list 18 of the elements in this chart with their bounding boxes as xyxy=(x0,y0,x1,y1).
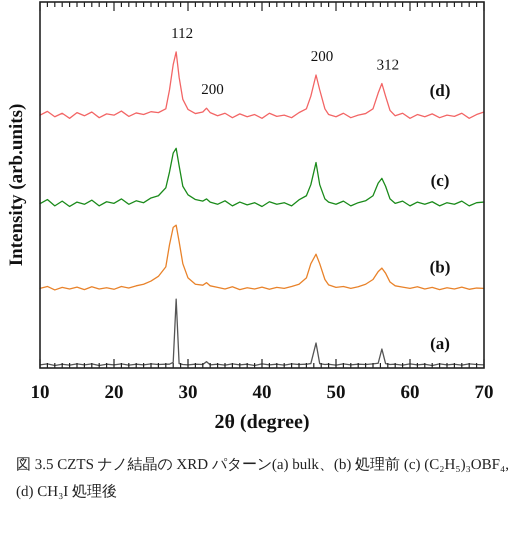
series-label: (b) xyxy=(430,257,450,276)
series-label: (a) xyxy=(430,334,450,353)
caption: 図 3.5 CZTS ナノ結晶の XRD パターン(a) bulk、(b) 処理前 (c) (C₂H₅)₃OBF₄, (d) CH₃I 処理後 xyxy=(16,456,510,502)
x-tick-label: 10 xyxy=(30,382,50,403)
annotation: 112 xyxy=(171,26,194,42)
x-tick-label: 60 xyxy=(400,382,420,403)
y-axis-title: Intensity (arb.units) xyxy=(6,104,27,266)
annotation: 200 xyxy=(201,82,224,98)
x-tick-label: 50 xyxy=(326,382,346,403)
x-tick-label: 70 xyxy=(474,382,494,403)
x-tick-label: 20 xyxy=(104,382,124,403)
x-tick-label: 40 xyxy=(252,382,272,403)
x-axis-title: 2θ (degree) xyxy=(214,411,310,433)
annotation: 200 xyxy=(310,49,334,66)
x-tick-label: 30 xyxy=(178,382,198,403)
series-label: (d) xyxy=(430,80,450,100)
annotation: 312 xyxy=(376,58,400,74)
series-label: (c) xyxy=(430,171,450,190)
